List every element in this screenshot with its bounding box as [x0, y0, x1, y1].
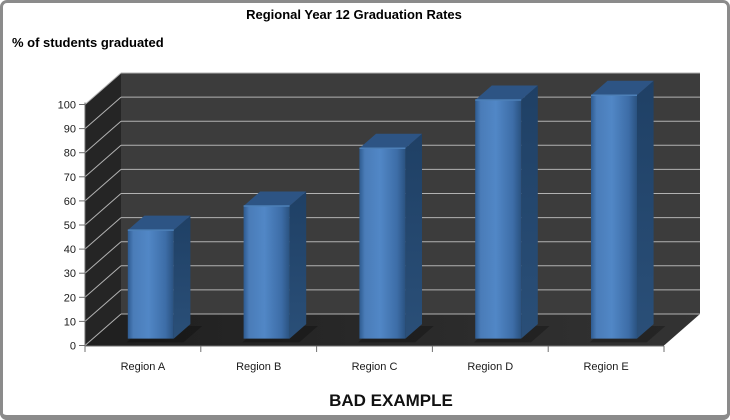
y-tick-label-50: 50	[64, 220, 76, 232]
y-tick-label-100: 100	[58, 100, 76, 112]
bar-top-face	[243, 191, 307, 206]
gridline-side-30	[84, 241, 122, 274]
gridline-side-0	[84, 313, 122, 346]
y-tick-label-70: 70	[64, 172, 76, 184]
bar-front-face	[127, 230, 174, 339]
bar-region-b	[242, 191, 318, 343]
bar-region-a	[126, 215, 203, 343]
gridline-side-60	[84, 169, 122, 202]
y-tick-label-0: 0	[70, 341, 76, 353]
caption-bad-example: BAD EXAMPLE	[329, 391, 453, 410]
bar-side-face	[405, 133, 422, 339]
y-tick-label-80: 80	[64, 148, 76, 160]
bar-side-face	[521, 85, 538, 339]
y-axis-tick-labels: 0 10 20 30 40 50 60 70 80 90 100	[58, 100, 76, 353]
gridline-side-70	[84, 144, 122, 178]
gridline-side-80	[84, 120, 122, 154]
gridline-side-90	[84, 96, 122, 129]
x-axis-category-labels: Region A Region B Region C Region D Region E	[121, 361, 629, 373]
chart-title: Regional Year 12 Graduation Rates	[246, 7, 462, 22]
bar-top-face	[127, 215, 191, 231]
y-tick-label-20: 20	[64, 292, 76, 304]
y-tick-label-30: 30	[64, 268, 76, 280]
y-axis-title: % of students graduated	[12, 35, 164, 50]
bar-region-c	[358, 133, 434, 343]
bar-top-face	[359, 133, 422, 149]
category-label-4: Region D	[467, 361, 513, 373]
bar-top-face	[591, 80, 654, 96]
y-tick-label-40: 40	[64, 244, 76, 256]
bar-region-d	[473, 85, 550, 343]
bar-front-face	[243, 206, 290, 339]
y-tick-label-90: 90	[64, 124, 76, 136]
bar-front-face	[591, 95, 637, 339]
y-tick-label-60: 60	[64, 196, 76, 208]
gridline-side-40	[84, 217, 122, 250]
category-label-5: Region E	[583, 361, 628, 373]
y-tick-label-10: 10	[64, 316, 76, 328]
bar-front-face	[359, 148, 406, 339]
bar-side-face	[289, 191, 307, 339]
gridline-side-10	[84, 289, 122, 322]
axes	[79, 102, 665, 352]
bar-front-face	[475, 100, 522, 339]
gridline-side-100	[84, 72, 122, 105]
category-label-3: Region C	[352, 361, 398, 373]
gridline-side-20	[84, 265, 122, 298]
category-label-1: Region A	[121, 361, 166, 373]
bar-top-face	[475, 85, 538, 100]
category-label-2: Region B	[236, 361, 281, 373]
bar-side-face	[637, 80, 654, 339]
gridline-side-50	[84, 193, 122, 226]
bar-region-e	[589, 80, 666, 343]
bar-side-face	[173, 215, 191, 339]
